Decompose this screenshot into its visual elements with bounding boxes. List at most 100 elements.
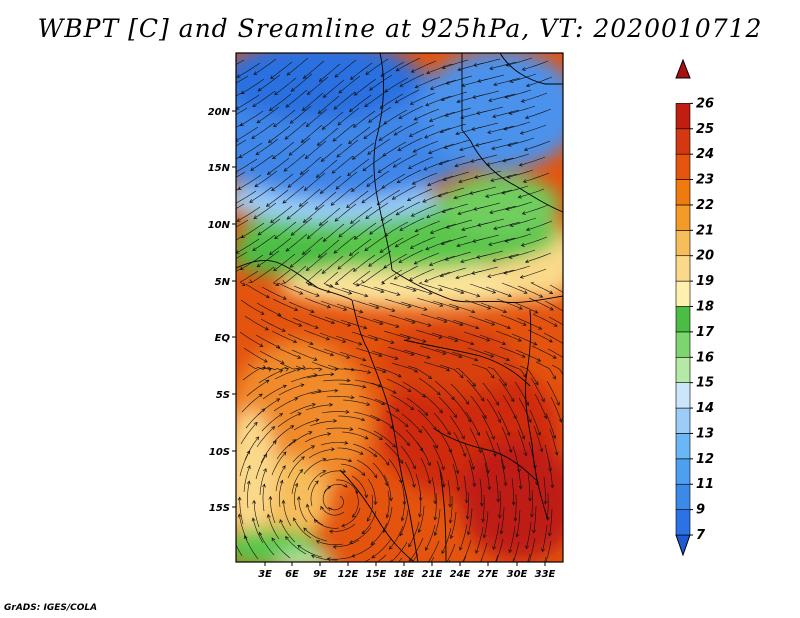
colorbar-label: 17 <box>696 325 715 340</box>
streamline-arrow <box>389 497 394 502</box>
streamline <box>519 156 546 166</box>
streamline <box>367 494 373 522</box>
streamline-arrow <box>265 203 270 207</box>
streamline-arrow <box>399 83 404 87</box>
streamline <box>514 493 517 522</box>
colorbar-label: 12 <box>696 452 714 467</box>
streamline-arrow <box>362 384 367 389</box>
streamline-arrow <box>343 483 348 488</box>
streamline-arrow <box>523 147 528 151</box>
streamline <box>371 538 392 559</box>
streamline-arrow <box>511 501 516 506</box>
streamline <box>517 285 543 298</box>
streamline <box>471 266 499 274</box>
streamline <box>480 446 489 473</box>
streamline <box>477 218 505 226</box>
streamline-arrow <box>409 101 414 105</box>
streamline <box>290 249 312 268</box>
streamline-arrow <box>547 532 552 537</box>
streamline-arrow <box>568 360 571 363</box>
streamline <box>379 237 404 253</box>
streamline-arrow <box>501 190 506 195</box>
streamline <box>423 361 450 372</box>
streamline <box>369 414 394 429</box>
streamline-arrow <box>455 131 460 136</box>
streamline-arrow <box>320 158 325 162</box>
x-tick-label: 21E <box>422 569 443 580</box>
streamline <box>503 121 531 130</box>
streamline-arrow <box>240 90 245 95</box>
streamline-arrow <box>290 425 295 429</box>
streamline <box>240 110 264 126</box>
streamline <box>277 412 302 428</box>
streamline-arrow <box>279 369 284 374</box>
streamline-arrow <box>499 530 504 535</box>
streamline <box>318 95 340 114</box>
streamline-arrow <box>423 166 428 171</box>
streamline-arrow <box>298 323 303 327</box>
streamline <box>335 335 362 345</box>
streamline-arrow <box>262 483 266 488</box>
streamline-arrow <box>249 199 254 203</box>
streamline <box>370 522 388 545</box>
streamline <box>420 457 431 484</box>
streamline <box>368 446 390 466</box>
streamline-arrow <box>393 275 398 280</box>
streamline-arrow <box>427 182 432 187</box>
streamline-arrow <box>517 337 522 342</box>
streamline <box>401 493 405 521</box>
streamline-arrow <box>304 155 309 159</box>
streamline-arrow <box>237 496 242 501</box>
streamline <box>506 201 533 210</box>
colorbar-segment <box>675 356 691 383</box>
x-tick-label: 30E <box>507 569 528 580</box>
streamline-arrow <box>259 343 264 347</box>
streamline <box>328 495 344 511</box>
streamline-arrow <box>461 435 465 440</box>
streamline-arrow <box>299 291 304 295</box>
border-line <box>339 469 415 562</box>
streamline-arrow <box>333 249 338 254</box>
streamline-arrow <box>302 75 307 79</box>
streamline <box>521 92 548 102</box>
streamline <box>526 76 553 87</box>
streamline-arrow <box>384 232 389 237</box>
streamline-arrow <box>346 355 351 359</box>
streamline-arrow <box>407 165 413 169</box>
streamline-arrow <box>503 482 508 487</box>
streamline <box>501 426 512 453</box>
streamline <box>367 334 394 344</box>
streamline <box>436 460 445 488</box>
streamline-arrow <box>443 145 448 149</box>
streamline-arrow <box>543 415 548 420</box>
streamline <box>319 332 346 343</box>
colorbar-label: 25 <box>696 122 714 137</box>
streamline-arrow <box>365 71 370 75</box>
streamline <box>274 221 297 239</box>
streamline-arrow <box>493 82 498 87</box>
streamline <box>429 255 456 266</box>
streamline-arrow <box>342 469 347 473</box>
streamline <box>431 476 436 504</box>
streamline <box>273 397 298 412</box>
streamline-arrow <box>523 452 528 457</box>
streamline-arrow <box>359 309 364 314</box>
streamline <box>236 251 248 259</box>
streamline <box>291 349 318 361</box>
streamline <box>379 93 404 109</box>
streamline-arrow <box>407 388 412 393</box>
streamline <box>434 492 437 520</box>
streamline-arrow <box>518 306 523 310</box>
streamline <box>526 521 532 549</box>
streamline <box>363 122 387 139</box>
streamline-arrow <box>265 379 270 384</box>
streamline <box>413 140 439 153</box>
streamline <box>446 219 473 229</box>
streamline-arrow <box>286 71 291 76</box>
streamline <box>528 297 554 311</box>
streamline-arrow <box>268 495 273 500</box>
streamline <box>276 314 302 327</box>
streamline-arrow <box>406 442 410 447</box>
streamline-arrow <box>282 384 287 389</box>
streamline <box>347 158 370 176</box>
